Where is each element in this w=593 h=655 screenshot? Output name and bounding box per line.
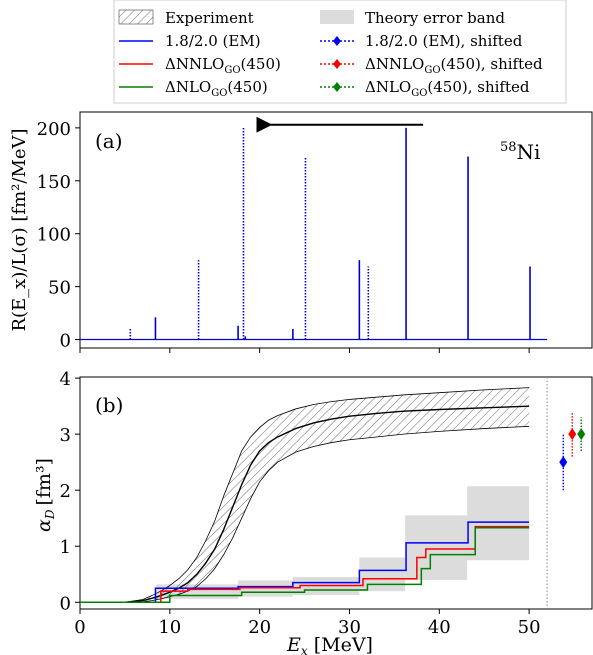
panel-b-ylabel: αD[fm³] <box>33 458 57 532</box>
panel-b-label: (b) <box>95 393 123 417</box>
panel-a-ylabel: R(E_x)/L(σ) [fm²/MeV] <box>9 128 30 331</box>
y-tick-label-b: 3 <box>60 425 71 446</box>
legend-nlo-shift-marker <box>333 82 341 92</box>
shifted-point <box>577 428 586 441</box>
panel-b-y-ticks: 0 1 2 3 4 <box>60 369 80 614</box>
panel-a-sticks <box>80 127 548 341</box>
y-tick-label-b: 0 <box>60 593 71 614</box>
panel-b: 0 1 2 3 4 0 10 20 30 40 50 (b) αD[fm³] Ex [MeV] <box>33 369 593 655</box>
nucleus-label: 58Ni <box>500 140 540 164</box>
legend-experiment-swatch <box>118 9 154 25</box>
panel-b-frame <box>79 376 593 610</box>
x-tick-label: 20 <box>248 617 271 638</box>
x-tick-label: 40 <box>428 617 451 638</box>
theory-step-line <box>80 526 530 604</box>
x-axis-label: Ex [MeV] <box>286 634 373 655</box>
panel-a: 0 50 100 150 200 (a) 58Ni R(E_x)/L(σ) [fm²/M… <box>9 111 593 353</box>
panel-a-frame <box>79 111 593 349</box>
y-tick-label-b: 2 <box>60 481 71 502</box>
legend-band: Theory error band <box>365 9 505 27</box>
x-tick-label: 10 <box>158 617 181 638</box>
legend-em-shift: 1.8/2.0 (EM), shifted <box>365 32 523 50</box>
shifted-point <box>568 428 577 441</box>
y-tick-label-b: 4 <box>60 369 71 390</box>
legend-nlo-shift: ΔNLOGO(450), shifted <box>365 78 530 99</box>
y-tick-label-a: 0 <box>60 331 71 352</box>
legend-em: 1.8/2.0 (EM) <box>165 32 261 50</box>
x-tick-label: 0 <box>74 617 85 638</box>
panel-b-x-ticks: 0 10 20 30 40 50 <box>74 609 541 638</box>
x-tick-label: 30 <box>338 617 361 638</box>
legend: Experiment 1.8/2.0 (EM) ΔNNLOGO(450) ΔNL… <box>113 0 567 104</box>
legend-em-shift-marker <box>333 36 341 46</box>
y-tick-label-a: 100 <box>37 225 71 246</box>
panel-b-plot <box>80 377 586 609</box>
theory-step-line <box>80 521 530 604</box>
legend-nnlo: ΔNNLOGO(450) <box>165 55 281 76</box>
theory-step-line <box>80 525 530 604</box>
y-tick-label-a: 200 <box>37 119 71 140</box>
experiment-upper <box>80 387 530 603</box>
legend-band-swatch <box>320 10 354 24</box>
y-tick-label-b: 1 <box>60 537 71 558</box>
panel-a-label: (a) <box>95 129 123 153</box>
legend-nlo: ΔNLOGO(450) <box>165 78 268 99</box>
legend-nnlo-shift: ΔNNLOGO(450), shifted <box>365 55 543 76</box>
legend-nnlo-shift-marker <box>333 59 341 69</box>
x-tick-label: 50 <box>518 617 541 638</box>
panel-a-x-ticks <box>79 348 530 353</box>
legend-experiment: Experiment <box>165 9 254 27</box>
y-tick-label-a: 50 <box>48 278 71 299</box>
y-tick-label-a: 150 <box>37 172 71 193</box>
experiment-lower <box>80 425 530 603</box>
experiment-band <box>80 387 530 603</box>
panel-a-y-ticks: 0 50 100 150 200 <box>37 119 80 352</box>
shifted-point <box>559 456 568 469</box>
experiment-line <box>80 405 530 603</box>
